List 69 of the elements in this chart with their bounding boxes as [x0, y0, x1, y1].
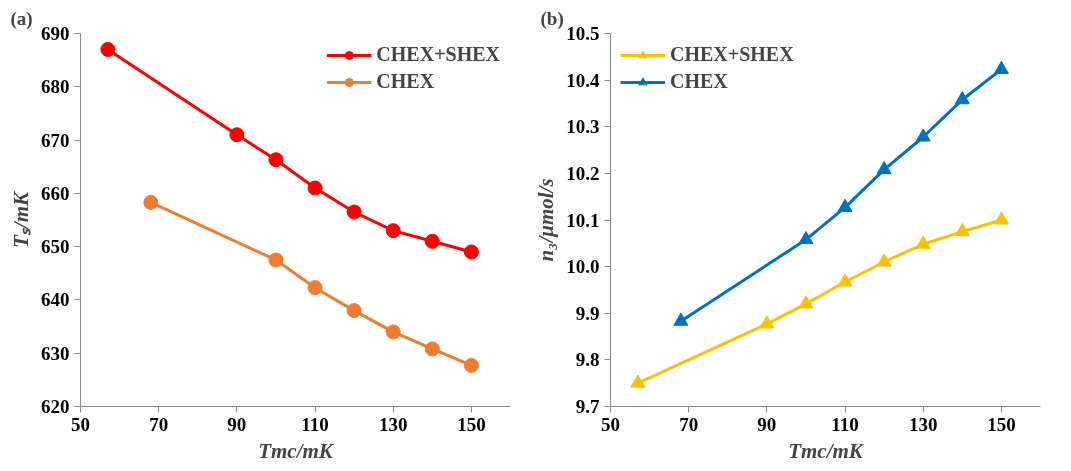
point: [143, 194, 159, 210]
y-tick-label: 680: [41, 76, 70, 98]
y-tick-label: 630: [41, 342, 70, 364]
x-tick-label: 110: [301, 413, 329, 435]
point: [268, 252, 284, 268]
x-tick-label: 90: [227, 413, 247, 435]
y-tick-label: 9.9: [575, 302, 600, 324]
point: [915, 235, 931, 249]
chart-title: (a): [10, 7, 33, 30]
y-tick-label: 9.8: [575, 349, 600, 371]
x-tick-label: 50: [71, 413, 90, 435]
point: [307, 280, 323, 296]
point: [268, 152, 284, 168]
point: [915, 128, 931, 142]
y-tick-label: 640: [41, 289, 70, 311]
x-tick-label: 130: [908, 413, 938, 435]
point: [346, 204, 362, 220]
legend-label: CHEX+SHEX: [670, 43, 794, 66]
y-tick-label: 10.2: [566, 162, 600, 184]
y-tick-label: 10.5: [566, 23, 600, 44]
y-tick-label: 690: [41, 23, 70, 44]
point: [229, 127, 245, 143]
y-tick-label: 10.1: [566, 209, 600, 231]
x-tick-label: 70: [149, 413, 169, 435]
x-tick-label: 70: [679, 413, 699, 435]
point: [876, 161, 892, 175]
y-tick-label: 9.7: [575, 396, 600, 417]
point: [424, 341, 440, 357]
y-tick-label: 670: [41, 129, 70, 151]
point: [673, 312, 689, 326]
y-tick-label: 620: [41, 396, 70, 417]
x-tick-label: 90: [757, 413, 777, 435]
point: [385, 324, 401, 340]
point: [385, 223, 401, 239]
point: [837, 273, 853, 287]
y-tick-label: 10.3: [566, 116, 600, 138]
x-tick-label: 110: [831, 413, 859, 435]
point: [954, 91, 970, 105]
point: [463, 244, 479, 260]
point: [837, 198, 853, 212]
y-tick-label: 10.4: [566, 69, 600, 91]
chart-title: (b): [540, 7, 564, 30]
point: [424, 233, 440, 249]
x-tick-label: 150: [457, 413, 486, 435]
y-axis-title: Tₛ/mK: [9, 190, 33, 248]
point: [759, 315, 775, 329]
y-tick-label: 650: [41, 236, 70, 258]
y-tick-label: 660: [41, 182, 70, 204]
y-tick-label: 10.0: [566, 256, 600, 278]
legend-label: CHEX: [670, 70, 728, 93]
x-tick-label: 150: [987, 413, 1016, 435]
legend-label: CHEX+SHEX: [376, 43, 500, 66]
x-axis-title: Tmc/mK: [258, 438, 335, 463]
x-tick-label: 50: [601, 413, 620, 435]
y-axis-title: n₃/μmol/s: [534, 178, 559, 262]
point: [346, 303, 362, 319]
point: [954, 223, 970, 237]
point: [307, 180, 323, 196]
point: [630, 374, 646, 388]
x-tick-label: 130: [378, 413, 408, 435]
point: [993, 60, 1009, 74]
point: [463, 357, 479, 373]
point: [798, 231, 814, 245]
point: [993, 211, 1009, 225]
x-axis-title: Tmc/mK: [788, 438, 865, 463]
legend-label: CHEX: [376, 70, 435, 93]
point: [798, 295, 814, 309]
point: [100, 42, 116, 57]
point: [876, 253, 892, 267]
